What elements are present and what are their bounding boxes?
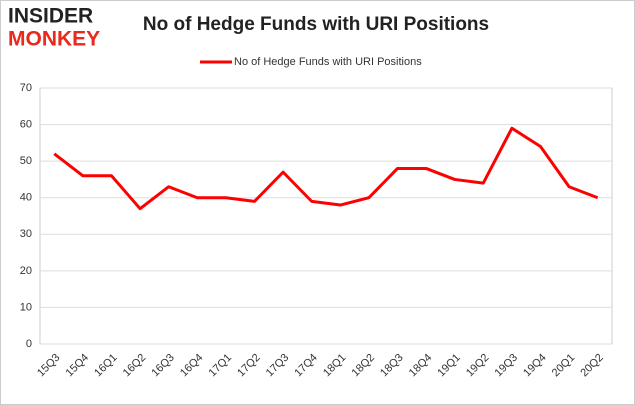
chart-title: No of Hedge Funds with URI Positions bbox=[143, 14, 489, 35]
line bbox=[53, 126, 599, 211]
y-tick-label: 20 bbox=[20, 265, 32, 277]
y-tick-label: 50 bbox=[20, 155, 32, 167]
y-tick-label: 70 bbox=[20, 82, 32, 94]
y-tick-label: 10 bbox=[20, 301, 32, 313]
y-tick-label: 0 bbox=[26, 338, 32, 350]
y-tick-label: 60 bbox=[20, 118, 32, 130]
y-tick-label: 40 bbox=[20, 192, 32, 204]
logo-line2: MONKEY bbox=[8, 28, 100, 51]
y-tick-label: 30 bbox=[20, 228, 32, 240]
legend-label: No of Hedge Funds with URI Positions bbox=[234, 56, 422, 68]
logo-line1: INSIDER bbox=[8, 5, 93, 28]
